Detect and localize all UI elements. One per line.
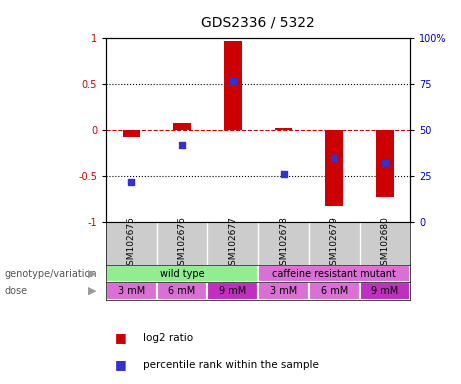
Text: 3 mM: 3 mM: [270, 286, 297, 296]
Bar: [173, 123, 191, 130]
Bar: [106, 282, 157, 300]
Point: [331, 155, 338, 161]
Bar: [275, 127, 292, 130]
Bar: [325, 130, 343, 206]
Text: GSM102676: GSM102676: [177, 216, 187, 271]
Bar: [360, 282, 410, 300]
Text: percentile rank within the sample: percentile rank within the sample: [143, 360, 319, 370]
Text: ▶: ▶: [88, 269, 96, 279]
Text: ■: ■: [115, 358, 127, 371]
Text: GSM102678: GSM102678: [279, 216, 288, 271]
Text: 9 mM: 9 mM: [371, 286, 399, 296]
Point: [381, 161, 389, 167]
Text: 3 mM: 3 mM: [118, 286, 145, 296]
Point: [128, 179, 135, 185]
Text: 9 mM: 9 mM: [219, 286, 247, 296]
Point: [280, 171, 287, 177]
Text: GDS2336 / 5322: GDS2336 / 5322: [201, 15, 315, 29]
Text: caffeine resistant mutant: caffeine resistant mutant: [272, 269, 396, 279]
Text: genotype/variation: genotype/variation: [5, 269, 97, 279]
Bar: [376, 130, 394, 197]
Text: log2 ratio: log2 ratio: [143, 333, 193, 343]
Text: GSM102677: GSM102677: [228, 216, 237, 271]
Text: GSM102680: GSM102680: [380, 216, 390, 271]
Bar: [106, 265, 258, 282]
Text: 6 mM: 6 mM: [168, 286, 196, 296]
Text: GSM102679: GSM102679: [330, 216, 339, 271]
Point: [178, 142, 186, 148]
Text: ▶: ▶: [88, 286, 96, 296]
Bar: [309, 282, 360, 300]
Point: [229, 78, 236, 84]
Bar: [207, 282, 258, 300]
Bar: [224, 41, 242, 130]
Bar: [157, 282, 207, 300]
Text: 6 mM: 6 mM: [320, 286, 348, 296]
Text: dose: dose: [5, 286, 28, 296]
Bar: [258, 265, 410, 282]
Text: ■: ■: [115, 331, 127, 344]
Text: GSM102675: GSM102675: [127, 216, 136, 271]
Bar: [258, 282, 309, 300]
Bar: [123, 130, 140, 137]
Text: wild type: wild type: [160, 269, 204, 279]
